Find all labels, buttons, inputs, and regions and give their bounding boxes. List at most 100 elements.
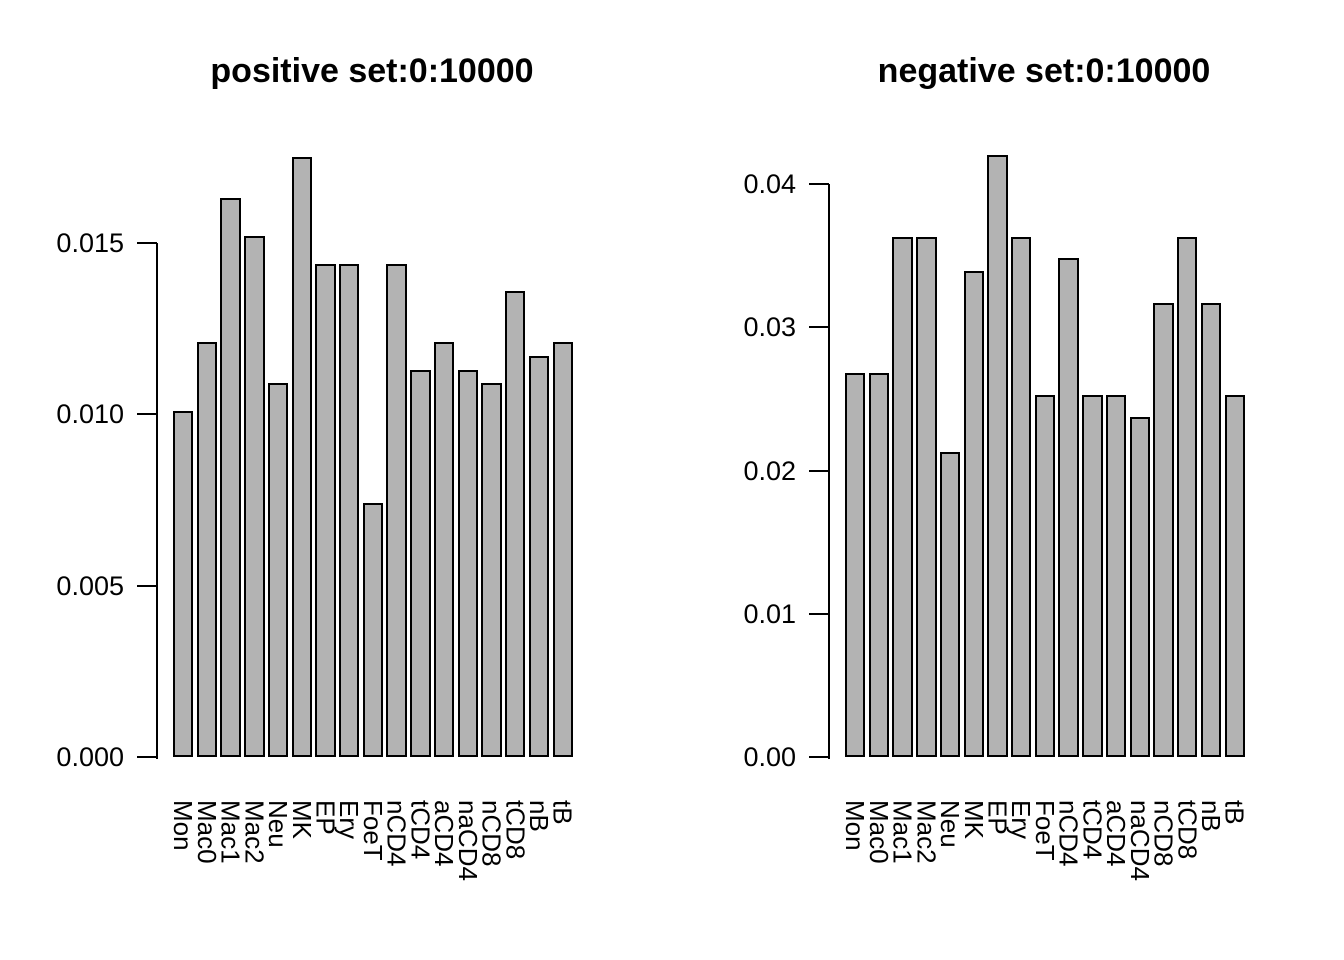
bar-nacd4 [457,370,479,757]
bar-foet [362,503,384,757]
bar-mac2 [244,236,265,757]
x-label-mon: Mon [168,800,199,851]
x-label-ncd4: nCD4 [1053,800,1084,867]
x-label-tcd4: tCD4 [1077,800,1108,860]
x-label-cell: tCD8 [1172,800,1203,860]
y-tick [809,756,829,758]
x-label-ncd8: nCD8 [476,800,507,867]
x-label-cell: nCD8 [1149,800,1179,866]
x-label-cell: EP [983,800,1013,835]
x-label-mk: MK [286,800,317,839]
y-tick-label: 0.03 [743,312,796,343]
y-tick [809,469,829,472]
bar-ncd4 [386,264,407,757]
x-label-cell: MK [286,800,317,839]
x-label-cell: Mac0 [863,800,894,864]
bar-tb [552,342,573,757]
x-label-nb: nB [1195,800,1226,832]
x-label-cell: tCD4 [405,800,436,860]
y-tick-label: 0.02 [743,455,796,486]
x-label-cell: Mac2 [911,800,941,864]
y-tick [137,756,157,758]
x-label-cell: Neu [263,800,294,848]
bar-ery [339,264,360,757]
x-label-cell: FoeT [357,800,388,861]
x-label-tcd4: tCD4 [405,800,436,860]
bar-ncd8 [481,383,502,757]
y-tick-label: 0.04 [743,169,796,199]
x-label-cell: naCD4 [452,800,483,881]
x-label-nacd4: naCD4 [452,800,483,881]
x-label-ep: EP [982,800,1013,835]
x-label-mon: Mon [840,800,871,851]
x-label-cell: naCD4 [1125,800,1155,881]
y-tick-label: 0.00 [743,742,796,772]
x-label-cell: MK [958,800,989,839]
y-axis-line [828,184,830,759]
bar-mac0 [868,373,890,757]
x-label-neu: Neu [263,800,294,848]
x-label-foet: FoeT [1029,800,1060,861]
x-label-cell: FoeT [1029,800,1060,861]
x-label-ncd8: nCD8 [1148,800,1179,867]
x-label-cell: Mac1 [216,800,246,864]
bar-mac1 [892,237,913,757]
y-tick [137,242,157,244]
x-label-tcd8: tCD8 [1172,800,1203,860]
x-label-cell: Ery [1006,800,1037,839]
bar-ncd4 [1058,258,1079,757]
x-label-cell: nCD8 [477,800,507,866]
x-label-cell: nB [1195,800,1226,832]
x-label-acd4: aCD4 [429,800,460,867]
y-axis-line [156,243,158,759]
y-tick-label: 0.005 [56,570,124,601]
bar-ery [1011,237,1032,757]
x-label-mac0: Mac0 [191,800,222,864]
bars-area [173,157,573,757]
y-tick [809,612,829,615]
y-tick-label: 0.01 [743,598,796,629]
bar-tcd8 [505,291,526,757]
bar-acd4 [433,342,455,757]
y-tick [809,326,829,329]
x-label-ncd4: nCD4 [381,800,412,867]
bar-mac1 [220,198,241,757]
x-label-cell: tB [548,800,578,825]
bar-tcd4 [410,370,431,757]
bar-nb [1200,303,1222,757]
x-label-cell: nB [523,800,554,832]
y-tick [137,413,157,416]
x-label-ery: Ery [1006,800,1037,839]
panel-negative-set: negative set:0:10000 0.00 0.01 0.02 0.03 0.0… [672,0,1344,960]
x-label-tcd8: tCD8 [500,800,531,860]
x-label-neu: Neu [935,800,966,848]
bar-mk [291,157,312,757]
x-label-cell: Mac0 [191,800,222,864]
x-label-acd4: aCD4 [1101,800,1132,867]
x-label-mac1: Mac1 [887,800,918,864]
chart-title-positive: positive set:0:10000 [210,52,534,90]
x-label-mk: MK [958,800,989,839]
bar-mon [173,411,194,757]
bar-acd4 [1105,395,1127,757]
x-axis-labels: Mon Mac0 Mac1 Mac2 Neu MK EP Ery FoeT nCD4 tCD4 aCD… [168,800,578,881]
x-label-cell: EP [311,800,341,835]
bar-nacd4 [1129,417,1151,757]
bar-mac0 [196,342,218,757]
x-label-cell: nCD4 [1054,800,1084,866]
x-label-cell: Mon [168,800,199,851]
x-label-nb: nB [523,800,554,832]
bar-neu [267,383,289,757]
panel-positive-set: positive set:0:10000 0.000 0.005 0.010 0.01… [56,52,578,881]
x-label-cell: Mac2 [239,800,269,864]
x-label-cell: Ery [334,800,364,839]
y-tick-label: 0.015 [56,228,124,258]
x-label-mac1: Mac1 [215,800,246,864]
bar-tcd8 [1177,237,1198,757]
x-label-foet: FoeT [357,800,388,861]
x-label-mac0: Mac0 [863,800,894,864]
bar-neu [939,452,961,757]
x-label-cell: Mac1 [888,800,918,864]
x-axis-labels: Mon Mac0 Mac1 Mac2 Neu MK EP Ery FoeT nCD4 tCD4 aCD… [840,800,1250,881]
